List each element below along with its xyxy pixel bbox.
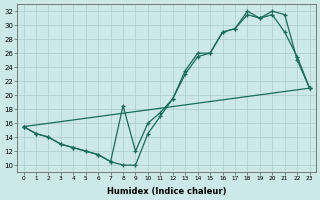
X-axis label: Humidex (Indice chaleur): Humidex (Indice chaleur) — [107, 187, 226, 196]
